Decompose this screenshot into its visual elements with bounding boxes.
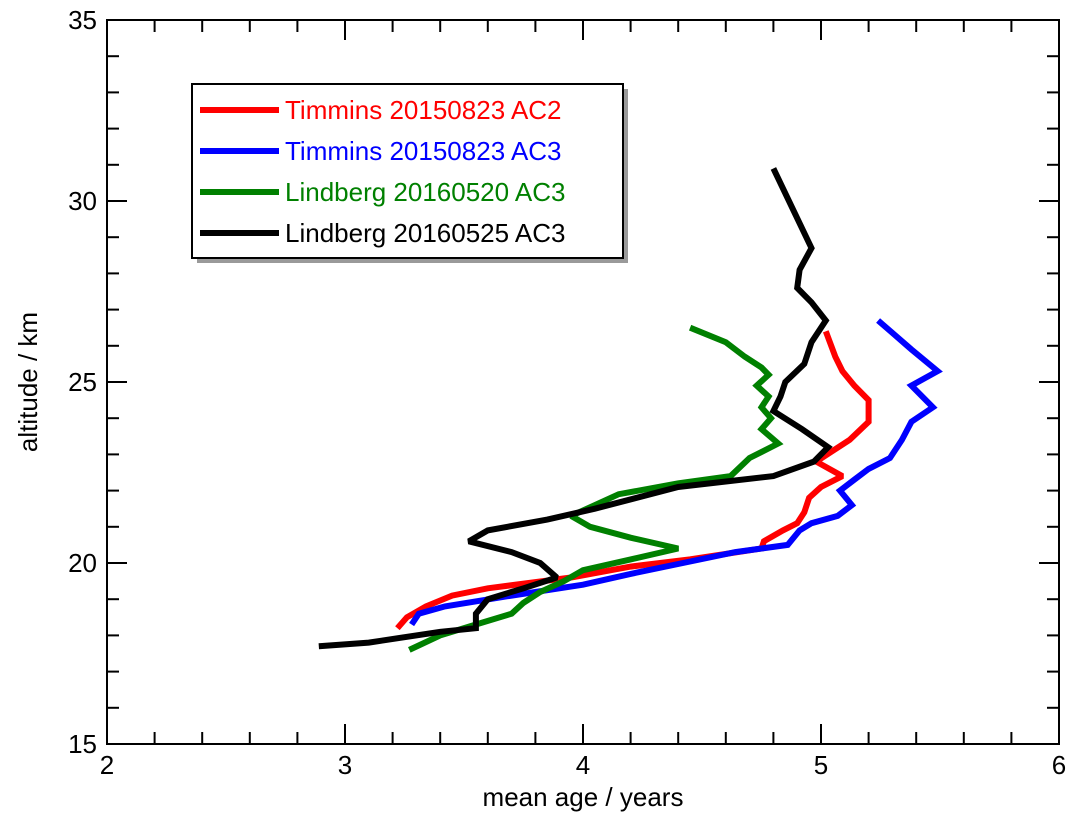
legend-label: Timmins 20150823 AC3 <box>285 136 562 166</box>
tick-labels: 2 3 4 5 6 15 20 25 30 35 <box>68 5 1066 780</box>
legend-label: Lindberg 20160520 AC3 <box>285 177 565 207</box>
x-tick-label: 6 <box>1052 750 1066 780</box>
series-lines <box>318 167 943 653</box>
x-tick-label: 2 <box>100 750 114 780</box>
series-line-4 <box>318 167 833 650</box>
legend-label: Timmins 20150823 AC2 <box>285 95 562 125</box>
y-tick-label: 35 <box>68 5 97 35</box>
legend-label: Lindberg 20160525 AC3 <box>285 218 565 248</box>
x-tick-label: 3 <box>338 750 352 780</box>
y-tick-label: 25 <box>68 367 97 397</box>
x-axis-title: mean age / years <box>483 782 684 812</box>
y-tick-label: 20 <box>68 548 97 578</box>
x-tick-label: 5 <box>814 750 828 780</box>
series-line-2 <box>409 318 943 627</box>
y-tick-label: 30 <box>68 186 97 216</box>
axis-ticks <box>106 19 1060 745</box>
y-tick-label: 15 <box>68 729 97 759</box>
legend-items: Timmins 20150823 AC2 Timmins 20150823 AC3… <box>200 95 565 248</box>
series-line-3 <box>408 324 784 653</box>
series-line-1 <box>395 330 872 631</box>
x-tick-label: 4 <box>576 750 590 780</box>
y-axis-title: altitude / km <box>13 312 43 452</box>
legend: Timmins 20150823 AC2 Timmins 20150823 AC3… <box>191 83 628 263</box>
